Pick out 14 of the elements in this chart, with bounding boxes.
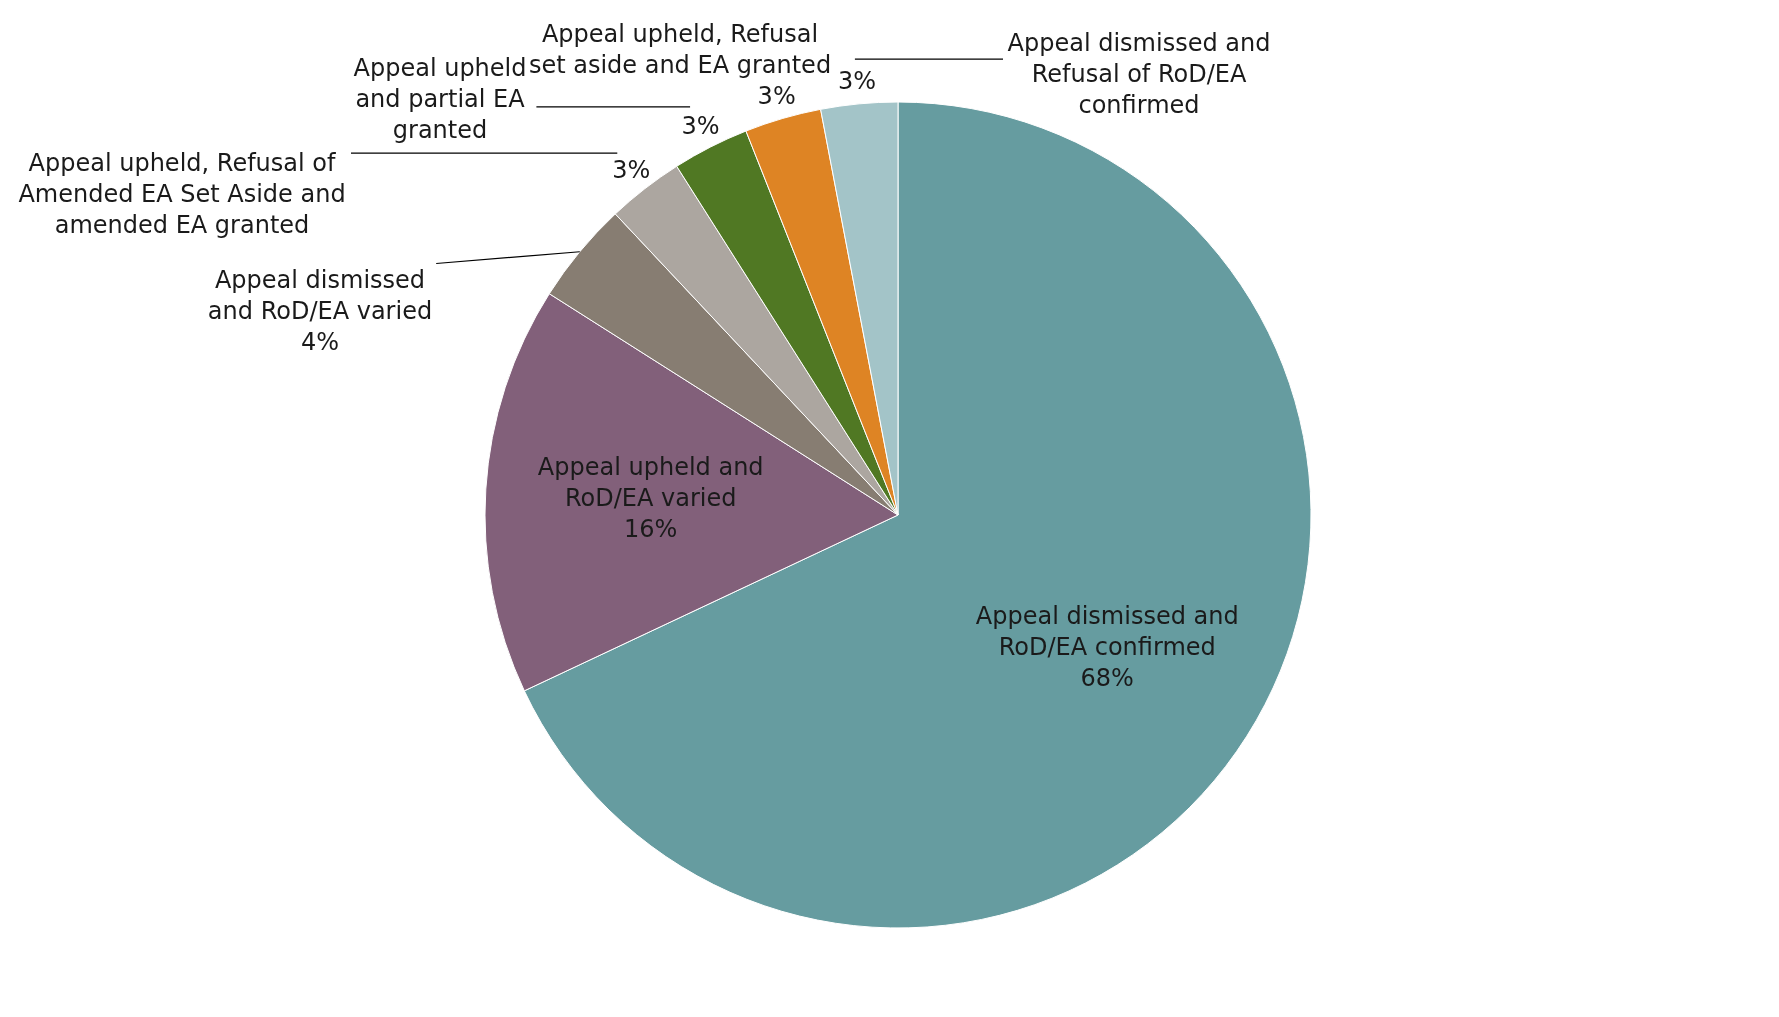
data-label: 68% xyxy=(1080,663,1134,692)
slice-label: Appeal dismissed and RoD/EA confirmed xyxy=(975,601,1239,661)
data-label: 3% xyxy=(681,112,720,141)
data-label: 16% xyxy=(624,515,678,544)
data-label: 3% xyxy=(757,82,796,111)
data-label: 4% xyxy=(300,328,340,356)
slice-label: Appeal dismissed and RoD/EA varied xyxy=(207,266,433,325)
slice-label: Appeal upheld, Refusal of Amended EA Set Aside and amended EA granted xyxy=(18,149,346,239)
data-label: 3% xyxy=(612,156,651,185)
slice-label: Appeal upheld and RoD/EA varied xyxy=(537,453,764,513)
slice-label: Appeal upheld, Refusal set aside and EA granted xyxy=(528,19,832,79)
slice-label: Appeal upheld and partial EA granted xyxy=(353,54,527,144)
data-label: 3% xyxy=(838,66,877,95)
slice-label: Appeal dismissed and Refusal of RoD/EA confirmed xyxy=(1007,29,1271,119)
